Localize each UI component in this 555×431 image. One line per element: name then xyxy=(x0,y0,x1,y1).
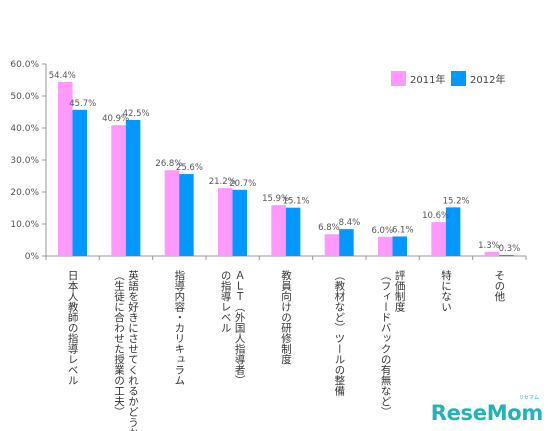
data-label: 40.9% xyxy=(102,114,129,124)
data-labels: 54.4% 45.7% 40.9%42.5% 26.8%25.6% 21.2%20.7%… xyxy=(49,71,520,254)
bar-2011年 xyxy=(218,188,233,256)
y-tick-label: 20.0% xyxy=(10,188,39,198)
category-label: （生徒に合わせた授業の工夫） xyxy=(113,270,125,417)
legend: 2011年 2012年 xyxy=(391,71,505,86)
bar-2011年 xyxy=(271,205,286,256)
data-label: 26.8% xyxy=(155,159,182,169)
bar-2012年 xyxy=(285,207,301,256)
data-label: 15.9% xyxy=(262,194,289,204)
legend-swatch xyxy=(451,71,466,86)
data-label: 42.5% xyxy=(123,109,150,119)
data-label: 25.6% xyxy=(176,163,203,173)
data-label: 6.1% xyxy=(392,225,414,235)
data-label: 15.1% xyxy=(283,197,310,207)
bar-2012年 xyxy=(232,189,247,256)
legend-label: 2012年 xyxy=(470,73,505,86)
bar-2011年 xyxy=(378,236,393,256)
y-tick-label: 30.0% xyxy=(10,156,39,166)
category-labels: 日本人教師の指導レベル 英語を好きにさせてくれるかどうか（生徒に合わせた授業の工夫… xyxy=(67,269,506,431)
data-label: 8.4% xyxy=(339,218,361,228)
category-label: 評価制度 xyxy=(394,269,406,313)
y-tick-label: 60.0% xyxy=(10,60,39,70)
category-label: 特にない xyxy=(440,270,452,312)
bar-2012年 xyxy=(125,120,141,256)
bar-2011年 xyxy=(58,81,73,256)
data-label: 15.2% xyxy=(443,196,470,206)
bar-2012年 xyxy=(339,229,354,256)
bar-2011年 xyxy=(164,170,180,256)
bar-2011年 xyxy=(324,234,340,256)
data-label: 45.7% xyxy=(69,99,96,109)
y-tick-label: 50.0% xyxy=(10,92,39,102)
resemom-logo: ReseMom xyxy=(430,401,544,425)
data-label: 10.6% xyxy=(422,211,449,221)
data-label: 21.2% xyxy=(209,177,236,187)
data-label: 1.3% xyxy=(478,241,500,251)
bar-2012年 xyxy=(179,174,194,256)
category-label: その他 xyxy=(493,270,505,302)
bar-2012年 xyxy=(445,207,461,256)
category-label: の指導レベル xyxy=(220,270,232,333)
data-label: 0.3% xyxy=(499,244,521,254)
logo-subtitle: リセマム xyxy=(518,395,539,401)
data-label: 20.7% xyxy=(229,179,256,189)
bar-2012年 xyxy=(72,109,87,256)
data-label: 54.4% xyxy=(49,71,76,81)
legend-swatch xyxy=(391,71,406,86)
y-tick-label: 10.0% xyxy=(10,220,39,230)
y-tick-label: 40.0% xyxy=(10,124,39,134)
category-label: 指導内容・カリキュラム xyxy=(173,269,185,385)
data-label: 6.0% xyxy=(371,226,393,236)
bar-2012年 xyxy=(392,236,407,256)
bar-2011年 xyxy=(484,251,500,256)
legend-label: 2011年 xyxy=(410,73,445,86)
y-tick-label: 0% xyxy=(25,252,40,262)
category-label: （教材など）ツールの整備 xyxy=(333,270,345,397)
bar-2011年 xyxy=(431,222,446,256)
category-label: 日本人教師の指導レベル xyxy=(67,270,79,386)
category-label: ＡＬＴ（外国人指導者） xyxy=(234,270,246,386)
bar-2012年 xyxy=(499,255,514,256)
bars xyxy=(58,81,514,257)
bar-2011年 xyxy=(111,125,126,257)
category-label: 英語を好きにさせてくれるかどうか xyxy=(127,269,139,431)
data-label: 6.8% xyxy=(318,223,340,233)
category-label: 教員向けの研修制度 xyxy=(280,269,292,365)
category-label: （フィードバックの有無など） xyxy=(380,270,392,417)
